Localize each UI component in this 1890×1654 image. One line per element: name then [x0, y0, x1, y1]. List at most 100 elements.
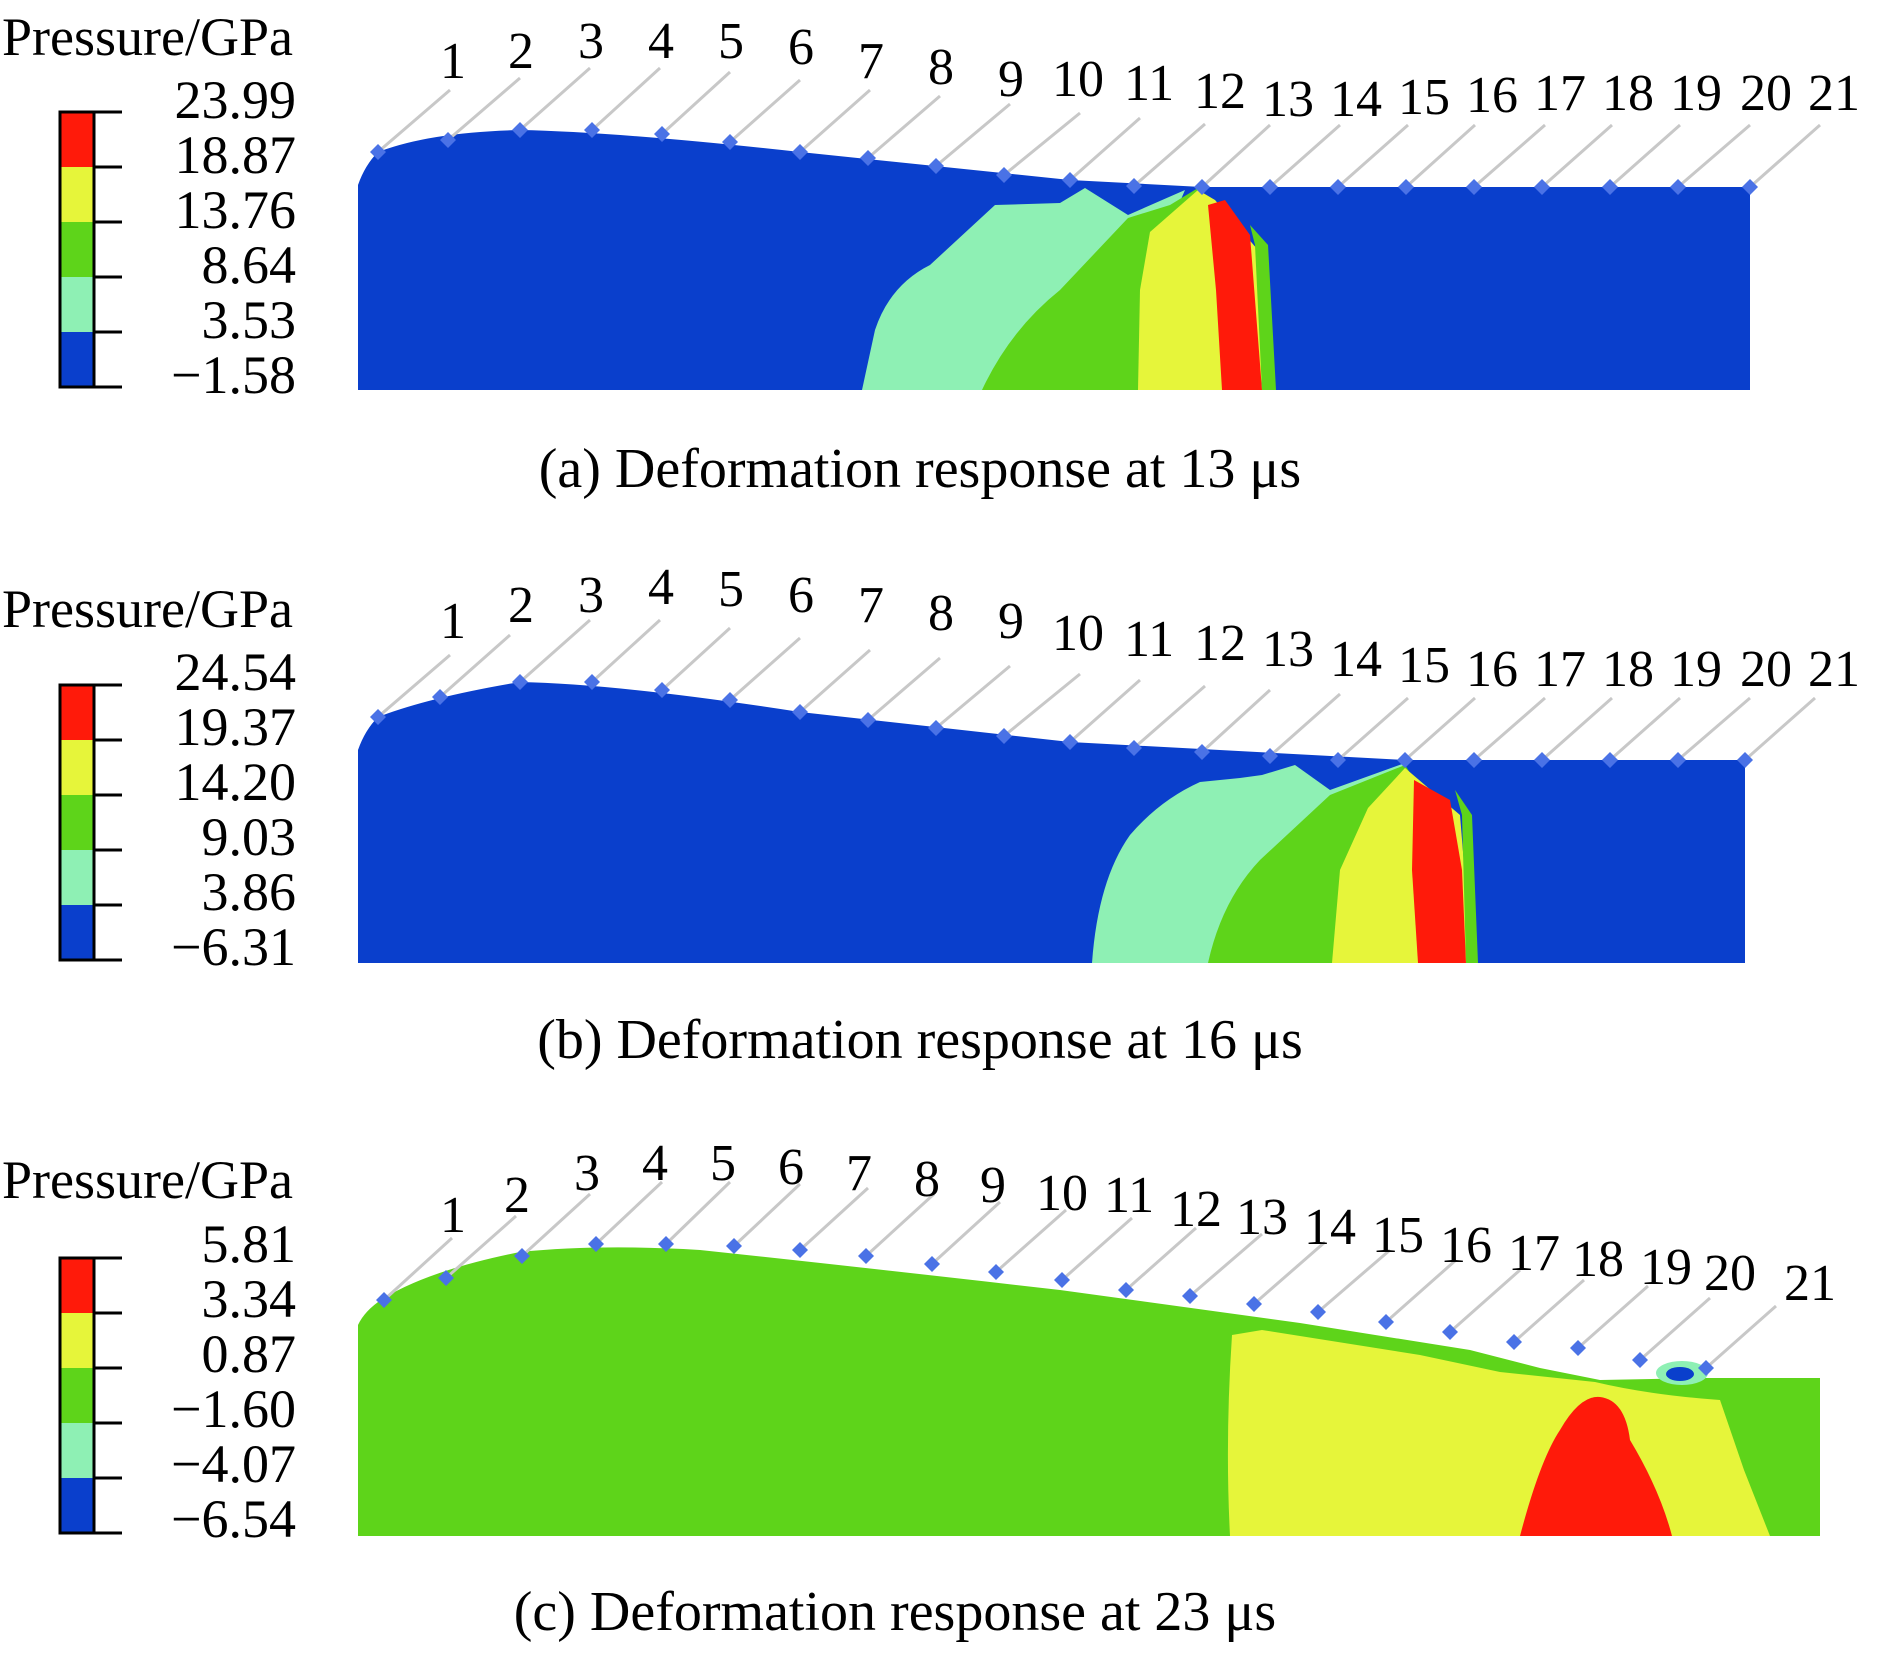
probe-lines-a [377, 66, 1821, 189]
probe-label-c-1: 1 [440, 1187, 466, 1244]
probe-label-b-9: 9 [998, 593, 1024, 650]
panel-a: Pressure/GPa 23.99 18.87 13.76 8.64 3.53… [2, 7, 1860, 500]
legend-value-a-2: 13.76 [175, 180, 297, 240]
legend-title-c: Pressure/GPa [2, 1150, 293, 1210]
probe-label-a-12: 12 [1194, 63, 1246, 120]
probe-labels-b: 1 2 3 4 5 6 7 8 9 10 11 12 13 14 15 16 1… [440, 559, 1860, 698]
probe-label-a-21: 21 [1808, 65, 1860, 122]
probe-label-c-21: 21 [1784, 1255, 1836, 1312]
probe-label-b-16: 16 [1466, 641, 1518, 698]
legend-value-a-1: 18.87 [175, 125, 297, 185]
probe-label-b-21: 21 [1808, 641, 1860, 698]
legend-swatch-light-a [60, 277, 94, 332]
probe-label-a-9: 9 [998, 51, 1024, 108]
legend-swatch-yellow-a [60, 167, 94, 222]
probe-label-c-11: 11 [1104, 1167, 1154, 1224]
probe-lines-c [382, 1180, 1777, 1370]
legend-swatch-blue-a [60, 332, 94, 387]
legend-swatch-red-c [60, 1258, 94, 1313]
legend-swatch-green-b [60, 795, 94, 850]
band-red-a [1208, 200, 1262, 390]
legend-swatch-red-b [60, 685, 94, 740]
legend-value-a-0: 23.99 [175, 70, 297, 130]
legend-value-a-4: 3.53 [202, 290, 297, 350]
probe-labels-c: 1 2 3 4 5 6 7 8 9 10 11 12 13 14 15 16 1… [440, 1135, 1836, 1312]
probe-label-b-4: 4 [648, 559, 674, 616]
probe-label-c-18: 18 [1572, 1231, 1624, 1288]
legend-value-a-5: −1.58 [171, 345, 296, 405]
probe-label-a-6: 6 [788, 19, 814, 76]
probe-label-a-4: 4 [648, 13, 674, 70]
probe-label-a-18: 18 [1602, 65, 1654, 122]
contour-plot-b [358, 682, 1745, 963]
legend-title-b: Pressure/GPa [2, 579, 293, 639]
legend-swatch-light-c [60, 1423, 94, 1478]
probe-label-b-17: 17 [1534, 641, 1586, 698]
probe-label-c-7: 7 [846, 1145, 872, 1202]
caption-c: (c) Deformation response at 23 μs [514, 1581, 1276, 1643]
legend-value-c-1: 3.34 [202, 1269, 297, 1329]
band-red-c [1520, 1396, 1672, 1536]
probe-label-b-10: 10 [1052, 605, 1104, 662]
probe-label-c-13: 13 [1236, 1189, 1288, 1246]
contour-plot-c [358, 1247, 1820, 1536]
probe-label-b-13: 13 [1262, 621, 1314, 678]
probe-label-c-9: 9 [980, 1157, 1006, 1214]
probe-label-c-12: 12 [1170, 1181, 1222, 1238]
probe-label-c-14: 14 [1304, 1199, 1356, 1256]
probe-label-a-7: 7 [858, 33, 884, 90]
probe-markers-b [370, 674, 1753, 768]
panel-b: Pressure/GPa 24.54 19.37 14.20 9.03 3.86… [2, 559, 1860, 1071]
probe-label-c-20: 20 [1704, 1245, 1756, 1302]
probe-label-a-14: 14 [1330, 71, 1382, 128]
probe-label-b-11: 11 [1124, 611, 1174, 668]
probe-label-b-5: 5 [718, 561, 744, 618]
caption-b: (b) Deformation response at 16 μs [537, 1009, 1303, 1071]
probe-label-b-15: 15 [1398, 637, 1450, 694]
probe-label-c-8: 8 [914, 1151, 940, 1208]
probe-label-c-2: 2 [504, 1167, 530, 1224]
color-legend-a [58, 110, 122, 389]
probe-label-a-20: 20 [1740, 65, 1792, 122]
legend-swatch-green-a [60, 222, 94, 277]
legend-swatch-red-a [60, 112, 94, 167]
panel-c: Pressure/GPa 5.81 3.34 0.87 −1.60 −4.07 … [2, 1135, 1836, 1643]
probe-label-b-19: 19 [1670, 641, 1722, 698]
probe-label-c-19: 19 [1640, 1239, 1692, 1296]
probe-label-a-10: 10 [1052, 51, 1104, 108]
legend-title-a: Pressure/GPa [2, 7, 293, 67]
legend-value-c-3: −1.60 [171, 1379, 296, 1439]
legend-value-c-0: 5.81 [202, 1214, 297, 1274]
probe-label-b-2: 2 [508, 577, 534, 634]
legend-swatch-blue-b [60, 905, 94, 960]
band-red-b [1412, 780, 1466, 963]
probe-label-a-15: 15 [1398, 69, 1450, 126]
probe-lines-b [377, 618, 1816, 762]
legend-value-b-5: −6.31 [171, 917, 296, 977]
legend-swatch-yellow-b [60, 740, 94, 795]
probe-label-a-5: 5 [718, 13, 744, 70]
probe-label-c-4: 4 [642, 1135, 668, 1192]
probe-label-c-5: 5 [710, 1135, 736, 1192]
color-legend-c [58, 1256, 122, 1535]
probe-labels-a: 1 2 3 4 5 6 7 8 9 10 11 12 13 14 15 16 1… [440, 13, 1860, 128]
probe-label-a-2: 2 [508, 23, 534, 80]
probe-label-b-3: 3 [578, 567, 604, 624]
probe-label-a-17: 17 [1534, 65, 1586, 122]
probe-label-c-10: 10 [1036, 1165, 1088, 1222]
probe-label-c-6: 6 [778, 1139, 804, 1196]
band-blue-c [1666, 1367, 1694, 1381]
probe-label-a-3: 3 [578, 13, 604, 70]
probe-label-b-12: 12 [1194, 615, 1246, 672]
legend-value-c-5: −6.54 [171, 1489, 296, 1549]
probe-label-b-18: 18 [1602, 641, 1654, 698]
legend-value-b-4: 3.86 [202, 862, 297, 922]
probe-label-a-11: 11 [1124, 55, 1174, 112]
legend-value-c-4: −4.07 [171, 1434, 296, 1494]
probe-label-b-20: 20 [1740, 641, 1792, 698]
legend-swatch-green-c [60, 1368, 94, 1423]
probe-label-b-7: 7 [858, 577, 884, 634]
probe-label-b-1: 1 [440, 593, 466, 650]
probe-label-b-6: 6 [788, 567, 814, 624]
color-legend-b [58, 683, 122, 962]
